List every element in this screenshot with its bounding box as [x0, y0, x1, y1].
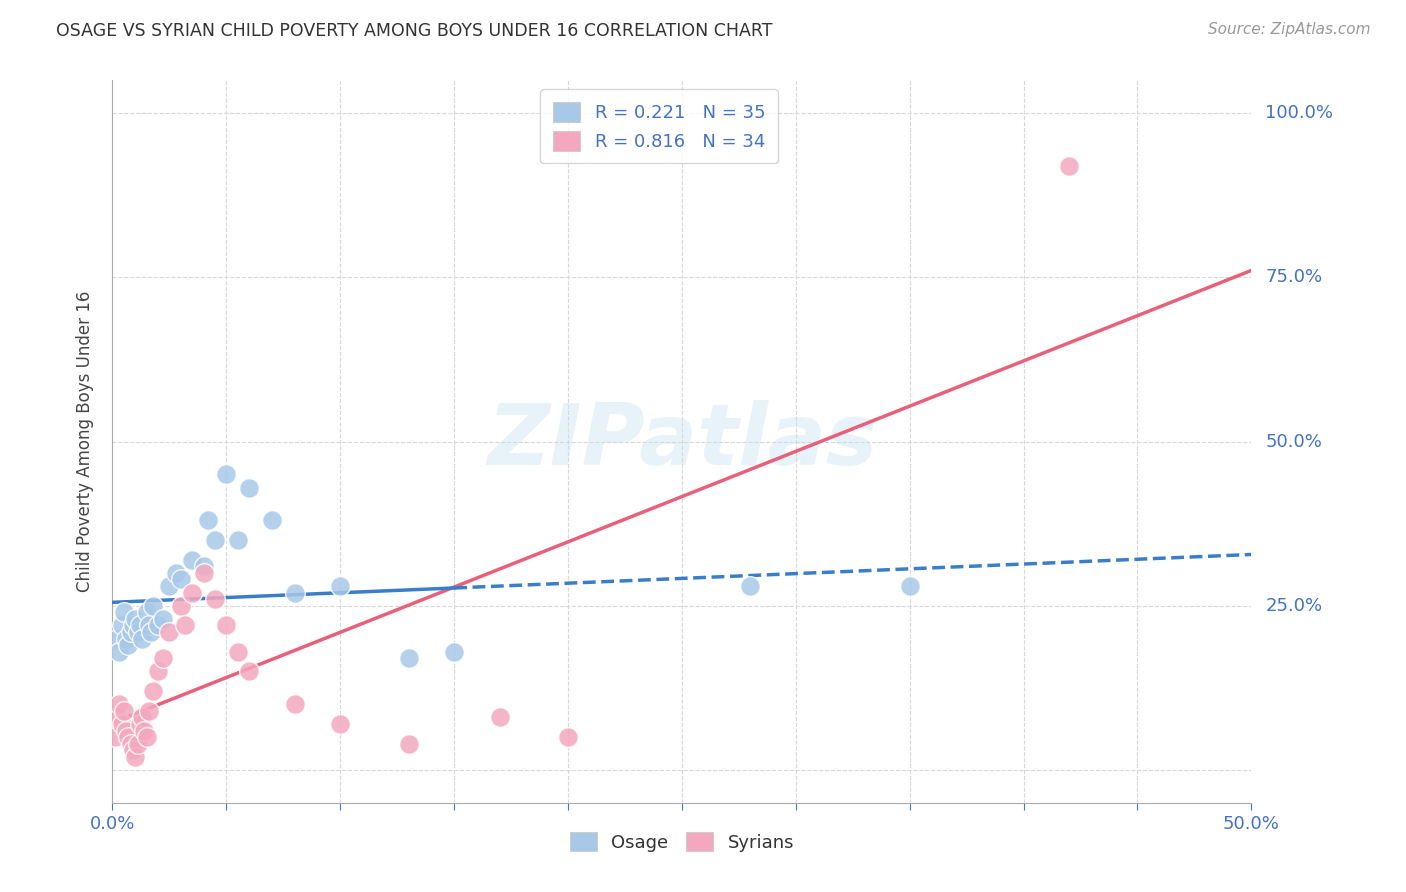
- Point: [174, 618, 197, 632]
- Point: [204, 533, 226, 547]
- Point: [122, 618, 145, 632]
- Point: [284, 698, 307, 712]
- Point: [131, 632, 153, 646]
- Point: [122, 743, 145, 757]
- Point: [131, 710, 153, 724]
- Point: [170, 573, 193, 587]
- Point: [128, 717, 150, 731]
- Point: [193, 559, 215, 574]
- Point: [226, 533, 249, 547]
- Point: [204, 592, 226, 607]
- Point: [128, 618, 150, 632]
- Point: [105, 710, 128, 724]
- Point: [105, 632, 128, 646]
- Point: [142, 599, 165, 613]
- Point: [127, 625, 149, 640]
- Point: [557, 730, 579, 744]
- Point: [159, 579, 180, 593]
- Point: [898, 579, 921, 593]
- Point: [197, 513, 219, 527]
- Point: [120, 625, 142, 640]
- Point: [112, 704, 135, 718]
- Point: [141, 625, 163, 640]
- Text: 75.0%: 75.0%: [1265, 268, 1323, 286]
- Point: [170, 599, 193, 613]
- Point: [134, 723, 156, 738]
- Point: [110, 717, 132, 731]
- Text: Source: ZipAtlas.com: Source: ZipAtlas.com: [1208, 22, 1371, 37]
- Point: [117, 730, 139, 744]
- Point: [215, 467, 238, 482]
- Point: [112, 605, 135, 619]
- Point: [108, 698, 131, 712]
- Text: 50.0%: 50.0%: [1265, 433, 1322, 450]
- Point: [146, 665, 169, 679]
- Point: [238, 665, 260, 679]
- Point: [135, 730, 157, 744]
- Point: [398, 651, 420, 665]
- Point: [120, 737, 142, 751]
- Point: [108, 645, 131, 659]
- Point: [152, 612, 174, 626]
- Point: [488, 710, 510, 724]
- Point: [226, 645, 249, 659]
- Point: [181, 553, 204, 567]
- Point: [138, 704, 160, 718]
- Text: 25.0%: 25.0%: [1265, 597, 1323, 615]
- Point: [1057, 159, 1080, 173]
- Point: [115, 723, 138, 738]
- Text: 100.0%: 100.0%: [1265, 104, 1333, 122]
- Point: [329, 717, 352, 731]
- Point: [159, 625, 180, 640]
- Point: [284, 585, 307, 599]
- Point: [117, 638, 139, 652]
- Point: [146, 618, 169, 632]
- Point: [104, 730, 127, 744]
- Point: [238, 481, 260, 495]
- Point: [215, 618, 238, 632]
- Point: [135, 605, 157, 619]
- Point: [110, 618, 132, 632]
- Point: [127, 737, 149, 751]
- Legend: Osage, Syrians: Osage, Syrians: [562, 824, 801, 859]
- Point: [329, 579, 352, 593]
- Point: [115, 632, 138, 646]
- Point: [260, 513, 283, 527]
- Y-axis label: Child Poverty Among Boys Under 16: Child Poverty Among Boys Under 16: [76, 291, 94, 592]
- Point: [193, 566, 215, 580]
- Point: [138, 618, 160, 632]
- Point: [124, 612, 146, 626]
- Point: [398, 737, 420, 751]
- Point: [443, 645, 465, 659]
- Point: [142, 684, 165, 698]
- Point: [740, 579, 762, 593]
- Text: ZIPatlas: ZIPatlas: [486, 400, 877, 483]
- Point: [152, 651, 174, 665]
- Text: OSAGE VS SYRIAN CHILD POVERTY AMONG BOYS UNDER 16 CORRELATION CHART: OSAGE VS SYRIAN CHILD POVERTY AMONG BOYS…: [56, 22, 773, 40]
- Point: [181, 585, 204, 599]
- Point: [124, 749, 146, 764]
- Point: [165, 566, 187, 580]
